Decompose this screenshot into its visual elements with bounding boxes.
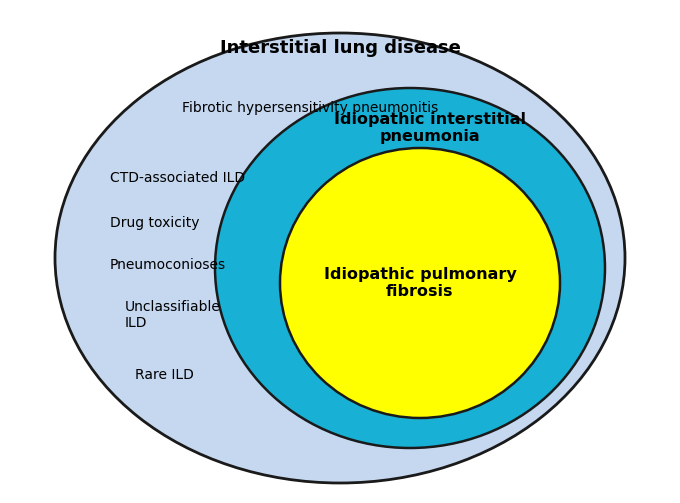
Text: Idiopathic pulmonary
fibrosis: Idiopathic pulmonary fibrosis [324,267,516,299]
Ellipse shape [215,88,605,448]
Text: CTD-associated ILD: CTD-associated ILD [110,171,245,185]
Text: Interstitial lung disease: Interstitial lung disease [220,39,460,57]
Text: Rare ILD: Rare ILD [135,368,194,382]
Ellipse shape [55,33,625,483]
Text: Idiopathic interstitial
pneumonia: Idiopathic interstitial pneumonia [334,112,526,144]
Ellipse shape [280,148,560,418]
Text: Pneumoconioses: Pneumoconioses [110,258,226,272]
Text: Unclassifiable
ILD: Unclassifiable ILD [125,300,221,330]
Text: Fibrotic hypersensitivity pneumonitis: Fibrotic hypersensitivity pneumonitis [182,101,438,115]
Text: Drug toxicity: Drug toxicity [110,216,199,230]
